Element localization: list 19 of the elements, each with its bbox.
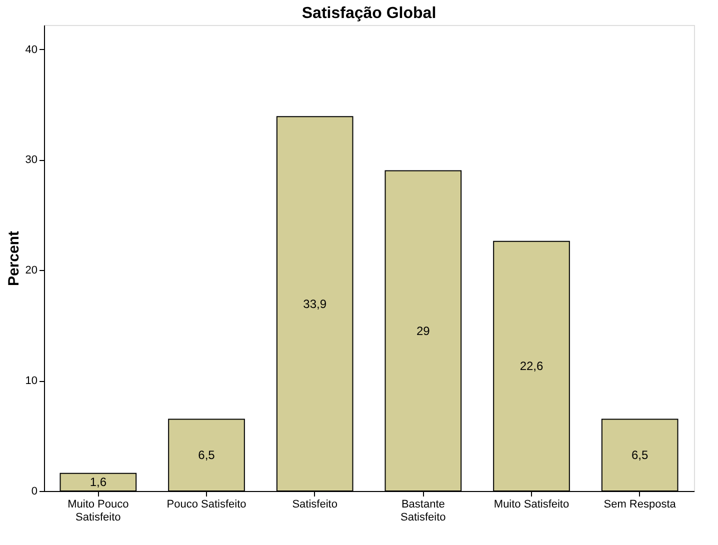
chart-title: Satisfação Global xyxy=(302,5,436,22)
data-label: 33,9 xyxy=(303,296,327,311)
x-tick-label: Satisfeito xyxy=(292,498,338,510)
data-label: 22,6 xyxy=(520,359,544,374)
x-tick-label: Sem Resposta xyxy=(604,498,677,510)
data-label: 1,6 xyxy=(90,475,107,490)
y-tick-label: 30 xyxy=(25,154,38,166)
data-label: 6,5 xyxy=(631,448,648,462)
x-tick-label: Muito Pouco Satisfeito xyxy=(68,498,129,524)
x-tick-label: Muito Satisfeito xyxy=(494,498,570,510)
y-tick-label: 0 xyxy=(31,486,38,498)
x-tick-label: Bastante Satisfeito xyxy=(400,498,446,524)
data-label: 6,5 xyxy=(198,448,216,462)
y-tick-label: 10 xyxy=(25,375,38,388)
y-axis-title: Percent xyxy=(5,230,22,286)
x-tick-label: Pouco Satisfeito xyxy=(166,498,246,510)
y-tick-label: 40 xyxy=(25,44,38,56)
y-tick-label: 20 xyxy=(25,264,38,277)
data-label: 29 xyxy=(416,324,430,338)
